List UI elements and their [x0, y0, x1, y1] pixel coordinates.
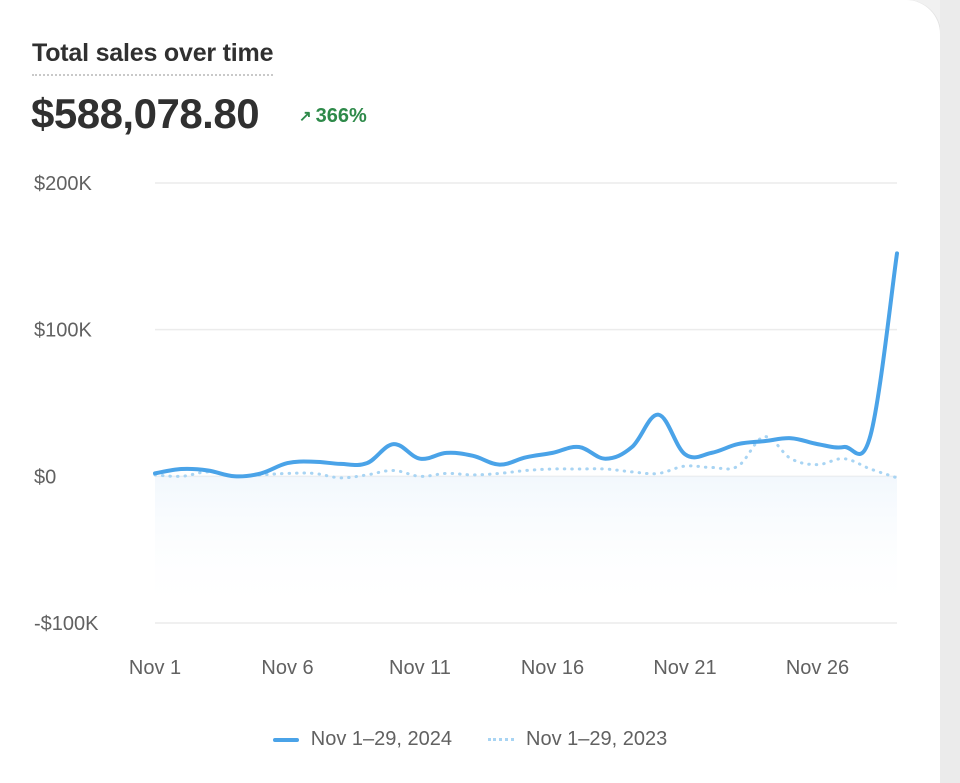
y-axis: $200K $100K $0 -$100K	[34, 173, 99, 635]
y-tick-label: $0	[34, 466, 56, 488]
legend-swatch-solid	[272, 737, 299, 742]
scrollbar-track[interactable]	[940, 0, 960, 783]
x-tick-label: Nov 16	[521, 657, 584, 679]
change-percent: 366%	[315, 105, 367, 127]
legend-label-previous: Nov 1–29, 2023	[526, 728, 668, 750]
y-tick-label: $100K	[34, 320, 92, 342]
x-tick-label: Nov 21	[653, 657, 716, 679]
x-tick-label: Nov 11	[389, 657, 451, 679]
x-tick-label: Nov 6	[261, 657, 313, 679]
series-line-2024[interactable]	[153, 251, 899, 479]
series-lines	[153, 251, 899, 616]
x-tick-label: Nov 26	[786, 657, 849, 679]
chart-legend: Nov 1–29, 2024 Nov 1–29, 2023	[0, 728, 940, 751]
y-tick-label: $200K	[34, 173, 92, 195]
change-badge: ↗ 366%	[299, 104, 367, 128]
legend-item-previous[interactable]: Nov 1–29, 2023	[488, 728, 667, 751]
legend-label-current: Nov 1–29, 2024	[310, 728, 452, 750]
card-title[interactable]: Total sales over time	[32, 38, 273, 76]
legend-item-current[interactable]: Nov 1–29, 2024	[272, 728, 452, 751]
arrow-up-right-icon: ↗	[299, 107, 312, 125]
x-tick-label: Nov 1	[129, 657, 181, 679]
area-shading	[155, 476, 897, 616]
sales-card: Total sales over time $588,078.80 ↗ 366%…	[0, 0, 940, 783]
total-sales-value: $588,078.80	[31, 90, 260, 137]
legend-swatch-dotted	[488, 738, 514, 741]
x-axis: Nov 1 Nov 6 Nov 11 Nov 16 Nov 21 Nov 26	[129, 657, 849, 679]
sales-line-chart[interactable]: $200K$100K$0-$100K Nov 1 Nov 6 Nov 11 Nov 1…	[0, 0, 940, 720]
y-tick-label: -$100K	[34, 613, 99, 635]
